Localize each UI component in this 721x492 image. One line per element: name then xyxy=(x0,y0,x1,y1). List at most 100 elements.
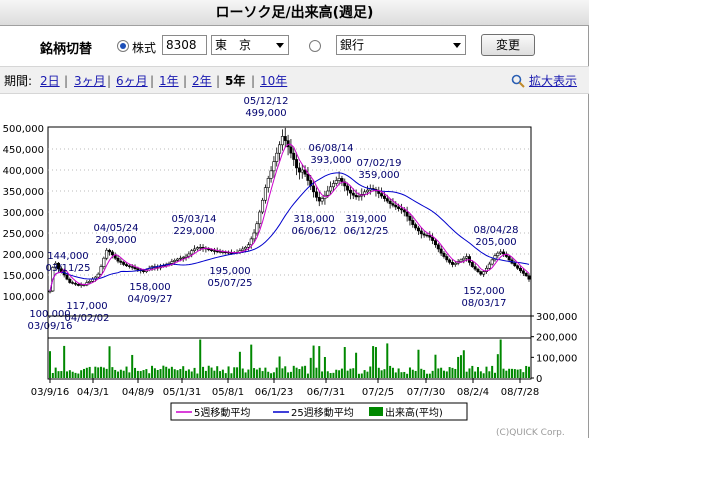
sector-radio[interactable] xyxy=(309,40,321,52)
volume-bar xyxy=(151,365,154,378)
volume-tick-label: 0 xyxy=(536,374,542,385)
issue-selector: 銘柄切替 株式 8308 東 京 銀行 変更 xyxy=(0,27,589,65)
volume-bar xyxy=(134,367,137,378)
volume-bar xyxy=(80,370,83,378)
candle-body xyxy=(382,195,386,199)
volume-bar xyxy=(119,369,122,378)
volume-bar xyxy=(125,366,128,378)
volume-bar xyxy=(335,369,338,378)
volume-bar xyxy=(476,367,479,378)
volume-bar xyxy=(528,366,530,378)
zoom-link[interactable]: 拡大表示 xyxy=(511,67,577,95)
volume-bar xyxy=(491,365,494,378)
candle-body xyxy=(252,232,256,240)
candle-body xyxy=(173,260,177,262)
candle-body xyxy=(397,206,401,209)
candle-body xyxy=(450,262,454,265)
candle-body xyxy=(99,266,103,275)
candle-body xyxy=(399,208,403,211)
period-1y[interactable]: 1年 xyxy=(159,74,179,88)
volume-bar xyxy=(425,373,428,378)
volume-bar xyxy=(304,365,307,378)
volume-bar xyxy=(88,366,91,378)
volume-bar xyxy=(114,369,117,378)
volume-bar xyxy=(332,372,335,378)
volume-bar xyxy=(49,351,51,378)
volume-bar xyxy=(289,371,292,378)
volume-bar xyxy=(165,366,168,378)
candle-body xyxy=(402,209,406,213)
volume-bar xyxy=(326,371,329,378)
volume-bar xyxy=(420,368,423,378)
volume-bar xyxy=(445,371,448,378)
volume-bar xyxy=(247,369,250,378)
candle-body xyxy=(513,262,517,267)
candle-body xyxy=(278,144,282,154)
period-6m[interactable]: 6ヶ月 xyxy=(116,74,148,88)
volume-bar xyxy=(238,351,241,378)
volume-bars xyxy=(49,339,530,378)
volume-bar xyxy=(411,369,414,378)
volume-bar xyxy=(122,370,125,378)
copyright: (C)QUICK Corp. xyxy=(496,428,565,438)
period-2y[interactable]: 2年 xyxy=(192,74,212,88)
zoom-label: 拡大表示 xyxy=(528,74,577,88)
volume-bar xyxy=(63,345,66,378)
stock-radio[interactable] xyxy=(117,40,129,52)
y-tick-label: 100,000 xyxy=(3,292,44,303)
volume-bar xyxy=(352,368,355,378)
code-input[interactable]: 8308 xyxy=(162,35,207,55)
candle-body xyxy=(448,259,452,263)
window-title: ローソク足/出来高(週足) xyxy=(0,0,589,26)
volume-bar xyxy=(202,366,205,378)
separator: | xyxy=(64,74,69,88)
x-tick-label: 06/7/31 xyxy=(307,387,346,398)
period-2d[interactable]: 2日 xyxy=(40,74,60,88)
selector-label: 銘柄切替 xyxy=(40,42,93,57)
candle-body xyxy=(462,257,466,261)
period-10y[interactable]: 10年 xyxy=(260,74,288,88)
volume-bar xyxy=(502,368,505,378)
volume-bar xyxy=(513,369,516,378)
candle-body xyxy=(255,223,259,234)
volume-bar xyxy=(278,356,281,378)
volume-bar xyxy=(176,370,179,378)
volume-bar xyxy=(346,370,349,378)
candle-body xyxy=(110,251,114,256)
price-chart: 500,000 450,000 400,000 350,000 300,000 250,0… xyxy=(3,96,578,438)
candle-body xyxy=(357,195,361,198)
separator: | xyxy=(107,74,112,88)
volume-bar xyxy=(496,354,499,378)
period-3m[interactable]: 3ヶ月 xyxy=(74,74,106,88)
volume-bar xyxy=(233,367,236,378)
volume-bar xyxy=(315,367,318,378)
change-button[interactable]: 変更 xyxy=(481,34,535,56)
period-5y-selected: 5年 xyxy=(225,74,246,88)
candle-body xyxy=(431,236,435,241)
candle-body xyxy=(266,178,270,188)
volume-tick-label: 100,000 xyxy=(536,353,577,364)
candle-body xyxy=(130,266,134,268)
annotation-label: 195,000 xyxy=(209,266,250,277)
candle-body xyxy=(436,244,440,250)
volume-bar xyxy=(264,367,267,378)
y-tick-label: 450,000 xyxy=(3,145,44,156)
annotation-label: 100,000 xyxy=(29,309,70,320)
chevron-down-icon xyxy=(276,43,284,48)
candle-body xyxy=(428,235,432,238)
candle-body xyxy=(422,233,426,236)
volume-bar xyxy=(479,371,482,378)
candle-body xyxy=(380,193,384,197)
volume-bar xyxy=(236,367,239,378)
volume-bar xyxy=(221,369,224,378)
chevron-down-icon xyxy=(453,43,461,48)
candle-body xyxy=(170,261,174,264)
candle-body xyxy=(473,266,477,270)
candle-body xyxy=(303,169,307,175)
market-select[interactable]: 東 京 xyxy=(211,35,289,55)
legend-box xyxy=(170,402,468,421)
candle-body xyxy=(65,274,69,280)
candle-body xyxy=(408,215,412,221)
volume-bar xyxy=(196,373,199,378)
sector-select[interactable]: 銀行 xyxy=(336,35,466,55)
